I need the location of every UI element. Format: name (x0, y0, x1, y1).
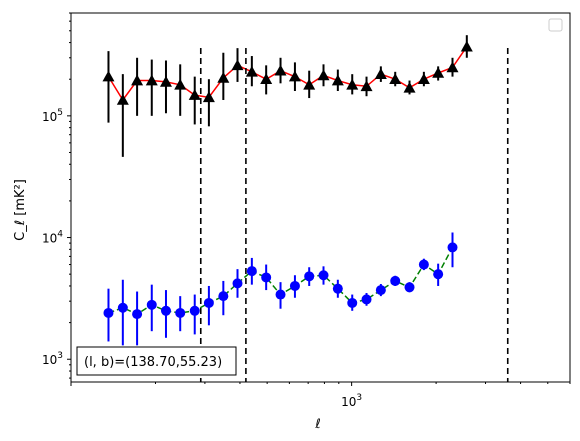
series-2-point (132, 309, 143, 320)
series-2-point (203, 297, 214, 308)
series-1-point (145, 74, 158, 86)
series-2-point (232, 278, 243, 289)
series-2-point (404, 282, 415, 293)
annotation-text: (l, b)=(138.70,55.23) (84, 355, 222, 370)
series-1-point (331, 74, 344, 86)
series-1-point (116, 93, 129, 105)
series-1-point (231, 59, 244, 71)
y-axis-label: C_ℓ [mK²] (13, 179, 28, 241)
vertical-lines-layer (199, 48, 509, 382)
series-2-point (189, 305, 200, 316)
series-2-point (347, 297, 358, 308)
series-1-point (159, 75, 172, 87)
series-2-point (433, 269, 444, 280)
series-1-point (260, 73, 273, 85)
series-2-point (218, 291, 229, 302)
series-2-point (275, 289, 286, 300)
series-2-point (261, 272, 272, 283)
series-1-point (403, 81, 416, 93)
series-1-point (274, 64, 287, 76)
axis-ticks-layer: 103 104 105 103 (42, 12, 571, 409)
series-1-point (432, 66, 445, 78)
series-1-point (202, 91, 215, 103)
y-tick-label: 105 (42, 108, 63, 124)
series-1-point (174, 78, 187, 90)
annotation-box: (l, b)=(138.70,55.23) (76, 346, 237, 376)
series-1-point (303, 78, 316, 90)
x-tick-label: 103 (341, 393, 362, 409)
series-2-point (318, 270, 329, 281)
series-2-point (390, 275, 401, 286)
series-1-point (288, 70, 301, 82)
series-1-point (360, 80, 373, 92)
x-axis-label: ℓ (314, 417, 320, 432)
legend-box (548, 18, 563, 32)
series-1-point (102, 70, 115, 82)
series-2-point (289, 280, 300, 291)
series-2-point (146, 299, 157, 310)
series-2-point (175, 307, 186, 318)
markers-layer (102, 40, 473, 320)
series-2-point (160, 305, 171, 316)
y-tick-label: 103 (42, 351, 63, 367)
series-2-point (304, 271, 315, 282)
series-1-point (317, 69, 330, 81)
series-2-point (375, 285, 386, 296)
series-1-point (374, 68, 387, 79)
series-2-point (117, 302, 128, 313)
series-2-point (418, 259, 429, 270)
series-2-point (361, 294, 372, 305)
series-1-point (346, 78, 359, 90)
series-1-point (217, 71, 230, 83)
y-tick-label: 104 (42, 230, 63, 246)
series-1-point (131, 74, 144, 86)
series-lines-layer (107, 46, 468, 315)
series-2-point (447, 242, 458, 253)
series-1-point (245, 65, 258, 77)
series-2-point (103, 307, 114, 318)
plot-frame (70, 12, 571, 383)
series-2-point (332, 283, 343, 294)
series-1-point (446, 61, 459, 73)
series-1-point (389, 73, 402, 85)
series-1-point (417, 73, 430, 85)
series-1-point (188, 89, 201, 100)
series-2-point (246, 266, 257, 277)
series-1-point (460, 40, 473, 52)
